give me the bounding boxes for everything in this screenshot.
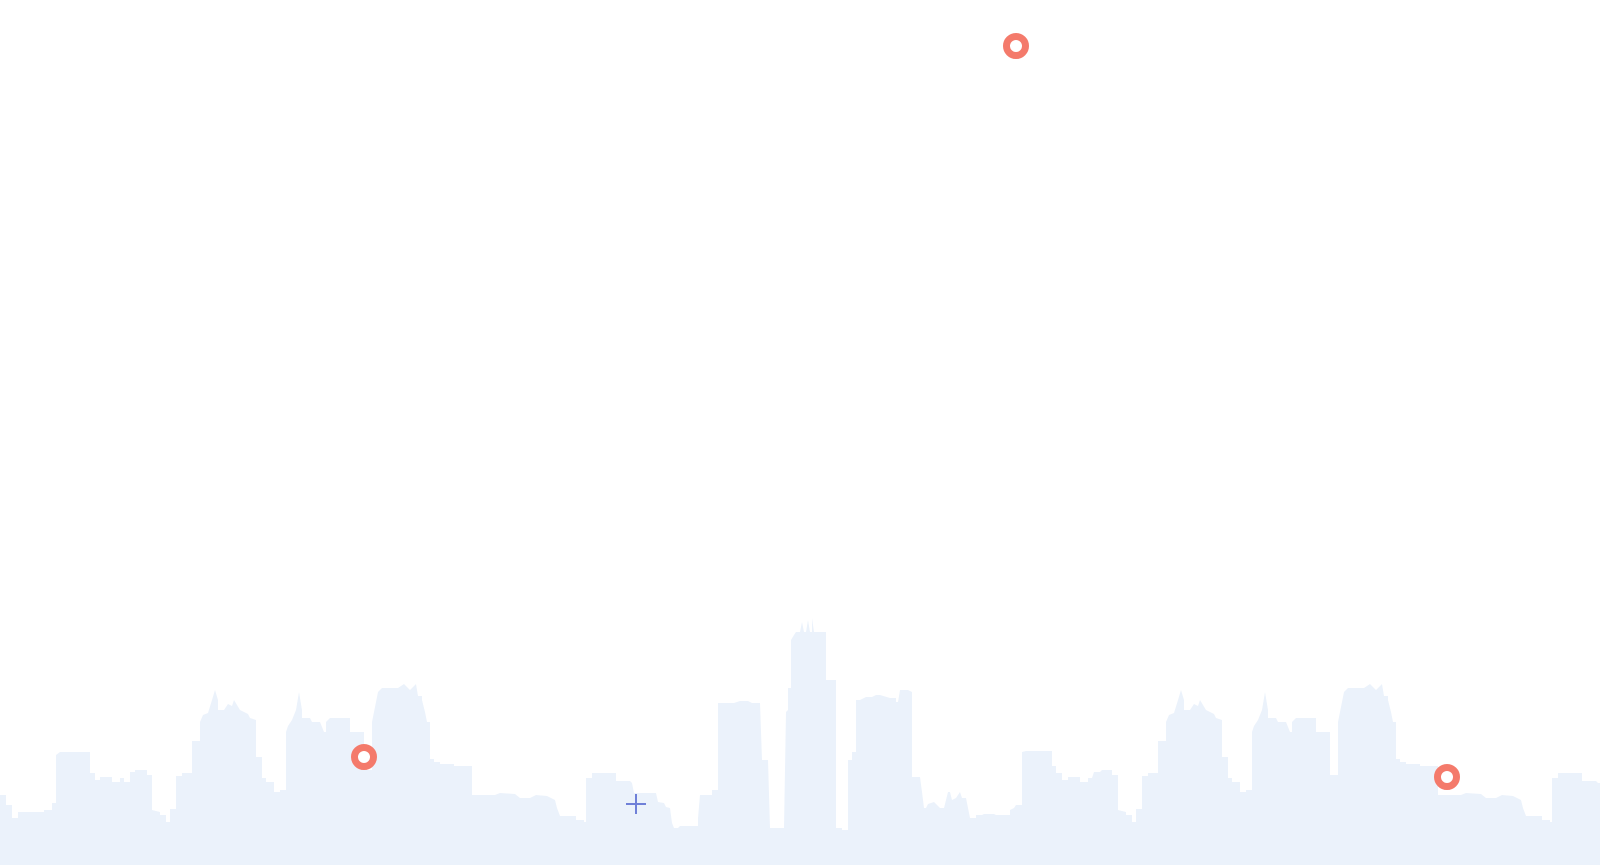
plus-icon <box>625 793 647 815</box>
ring-icon <box>1434 764 1460 790</box>
ring-icon <box>351 744 377 770</box>
ring-icon <box>1003 33 1029 59</box>
